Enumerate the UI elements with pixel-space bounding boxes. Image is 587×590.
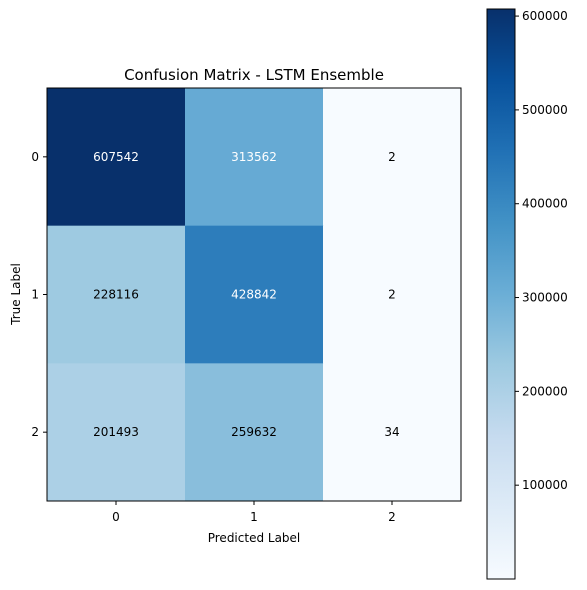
cell-value-label: 607542 bbox=[93, 150, 139, 164]
colorbar-tick-label: 100000 bbox=[522, 478, 568, 492]
colorbar bbox=[486, 8, 516, 580]
x-tick-label: 2 bbox=[388, 510, 396, 524]
x-tick-label: 1 bbox=[250, 510, 258, 524]
colorbar-tick-label: 500000 bbox=[522, 103, 568, 117]
heatmap-cell bbox=[47, 363, 186, 502]
cell-value-label: 2 bbox=[388, 150, 396, 164]
y-axis-label: True Label bbox=[9, 263, 23, 326]
cell-value-label: 313562 bbox=[231, 150, 277, 164]
cell-value-label: 228116 bbox=[93, 288, 139, 302]
heatmap-cell bbox=[185, 363, 324, 502]
y-tick-label: 1 bbox=[31, 288, 39, 302]
cell-value-label: 201493 bbox=[93, 425, 139, 439]
colorbar-tick-label: 300000 bbox=[522, 291, 568, 305]
heatmap-cell bbox=[185, 225, 324, 364]
heatmap-cell bbox=[47, 88, 186, 227]
y-tick-label: 2 bbox=[31, 425, 39, 439]
colorbar-tick-label: 400000 bbox=[522, 197, 568, 211]
x-axis-ticks: 0 1 2 bbox=[112, 501, 396, 524]
heatmap-cell bbox=[185, 88, 324, 227]
cell-value-label: 2 bbox=[388, 288, 396, 302]
heatmap-cell bbox=[47, 225, 186, 364]
colorbar-ticks: 100000 200000 300000 400000 500000 600000 bbox=[515, 9, 568, 492]
cell-value-label: 428842 bbox=[231, 288, 277, 302]
heatmap-cell bbox=[323, 363, 462, 502]
x-axis-label: Predicted Label bbox=[208, 531, 301, 545]
chart-title: Confusion Matrix - LSTM Ensemble bbox=[124, 66, 384, 84]
heatmap-cells: 607542 313562 2 228116 428842 2 201493 259632 34 bbox=[47, 88, 462, 502]
colorbar-tick-label: 200000 bbox=[522, 384, 568, 398]
colorbar-tick-label: 600000 bbox=[522, 9, 568, 23]
y-tick-label: 0 bbox=[31, 150, 39, 164]
cell-value-label: 259632 bbox=[231, 425, 277, 439]
cell-value-label: 34 bbox=[384, 425, 399, 439]
heatmap-cell bbox=[323, 225, 462, 364]
x-tick-label: 0 bbox=[112, 510, 120, 524]
y-axis-ticks: 0 1 2 bbox=[31, 150, 47, 439]
heatmap-cell bbox=[323, 88, 462, 227]
